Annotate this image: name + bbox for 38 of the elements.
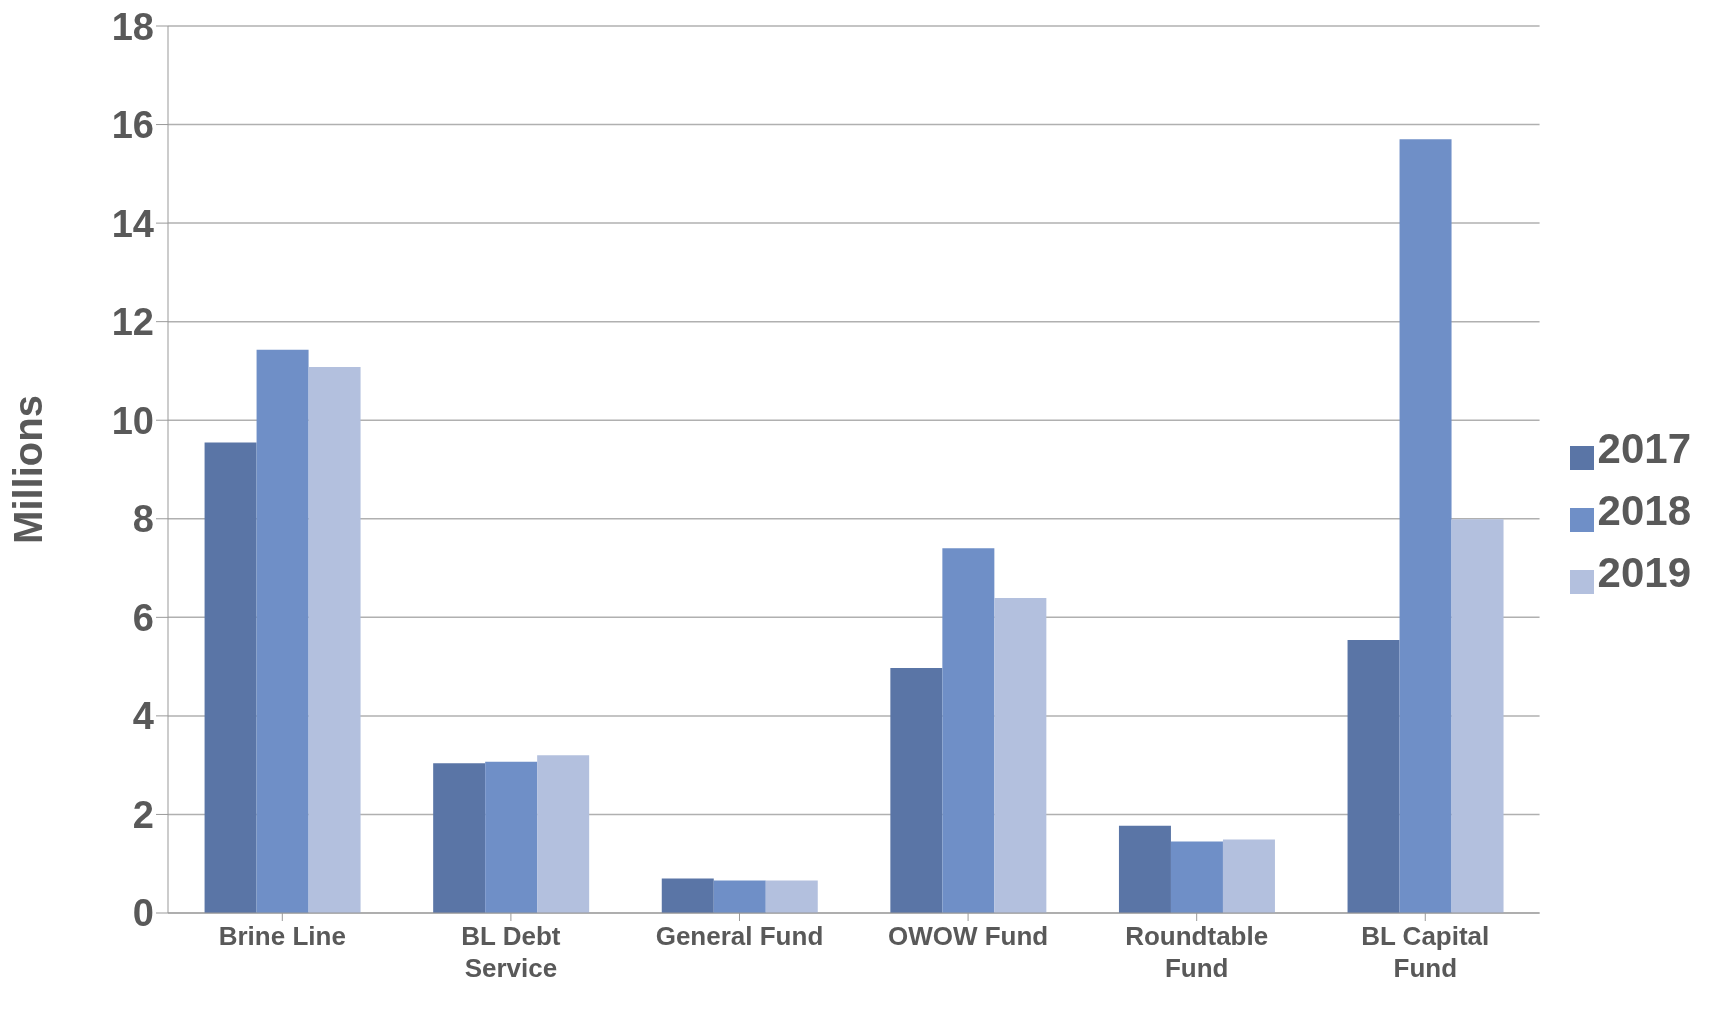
x-tick-label: Brine Line [218, 921, 346, 951]
bar [308, 367, 361, 913]
y-tick-label: 8 [132, 498, 154, 541]
y-tick-label: 10 [111, 399, 154, 442]
y-axis-title: Millions [6, 395, 51, 544]
bar [1222, 839, 1275, 913]
bar [537, 755, 590, 913]
bar [1118, 825, 1171, 913]
y-tick-label: 2 [132, 793, 154, 836]
y-tick-label: 12 [111, 301, 154, 344]
bar [890, 668, 943, 913]
x-tick-label: BL Debt Service [461, 921, 561, 983]
bar [1347, 640, 1400, 913]
bar [765, 880, 818, 913]
y-tick-label: 0 [132, 892, 154, 935]
bar [713, 880, 766, 913]
y-tick-label: 4 [132, 695, 154, 738]
x-tick-label: OWOW Fund [887, 921, 1049, 951]
x-tick-label: General Fund [655, 921, 824, 951]
legend-label: 2019 [1597, 548, 1691, 596]
bar [256, 349, 309, 913]
legend-label: 2018 [1597, 486, 1691, 534]
x-tick-label: BL Capital Fund [1361, 921, 1490, 983]
x-tick-label: Roundtable Fund [1125, 921, 1269, 983]
y-tick-label: 14 [111, 202, 154, 245]
bar [433, 763, 486, 913]
y-tick-label: 6 [132, 596, 154, 639]
bar [1451, 519, 1504, 913]
bar [994, 598, 1047, 913]
bar [485, 761, 538, 913]
bar [1399, 139, 1452, 913]
y-tick-label: 16 [111, 104, 154, 147]
bar [661, 878, 714, 913]
legend-label: 2017 [1597, 424, 1691, 472]
y-tick-label: 18 [111, 5, 154, 48]
bar [204, 442, 257, 913]
bar [942, 548, 995, 913]
bar [1170, 841, 1223, 913]
